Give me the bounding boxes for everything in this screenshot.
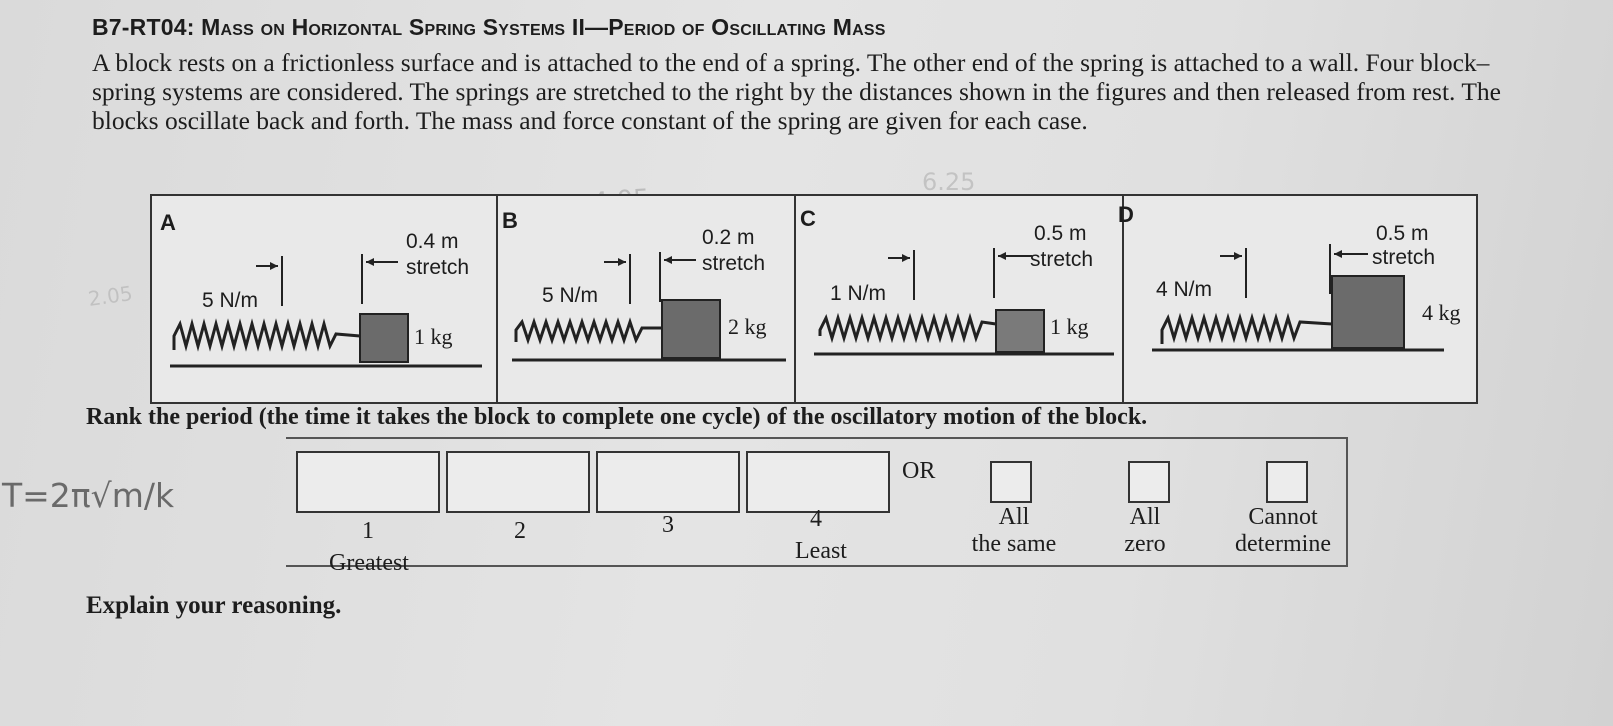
spring-constant: 5 N/m [542,284,599,307]
panel-a: A 0.4 m stretch 5 N/m 1 kg [152,196,498,402]
title-code: B7-RT04: [92,14,195,40]
cannot-line2: determine [1235,531,1331,557]
all-same-label: All the same [954,504,1074,558]
stretch-label: stretch [1030,248,1094,271]
spring-constant: 4 N/m [1156,278,1213,301]
stretch-distance: 0.5 m [1034,222,1087,245]
all-same-line2: the same [971,531,1057,557]
block-mass: 1 kg [414,324,453,349]
stretch-label: stretch [702,252,766,275]
panel-c: C 0.5 m stretch 1 N/m 1 kg [794,196,1124,402]
rank-number-2: 2 [514,518,526,544]
rank-box-2[interactable] [446,451,590,513]
ranking-answer-frame [286,437,1348,567]
handwritten-note-a: 2.05 [86,281,134,311]
panel-label: C [800,206,816,231]
spring-constant: 5 N/m [202,289,259,312]
worksheet-title: B7-RT04: Mass on Horizontal Spring Syste… [92,14,886,41]
stretch-label: stretch [406,256,470,279]
stretch-label: stretch [1372,246,1436,269]
all-zero-checkbox[interactable] [1128,461,1170,503]
panel-c-figure [814,248,1114,356]
cannot-determine-checkbox[interactable] [1266,461,1308,503]
block-spring-panels: A 0.4 m stretch 5 N/m 1 kg B 0.2 m stret… [150,194,1478,404]
block-mass: 4 kg [1422,300,1461,325]
panel-a-figure [170,254,482,368]
block-mass: 2 kg [728,314,767,339]
rank-number-3: 3 [662,512,674,538]
intro-paragraph: A block rests on a frictionless surface … [92,48,1501,135]
panel-label: B [502,208,518,233]
block-mass: 1 kg [1050,314,1089,339]
greatest-label: Greatest [329,550,409,576]
rank-box-3[interactable] [596,451,740,513]
panel-d: D 0.5 m stretch 4 N/m 4 kg [1118,196,1476,402]
rank-box-4[interactable] [746,451,890,513]
panel-label: A [160,210,176,235]
rank-number-4: 4 [810,506,822,532]
stretch-distance: 0.5 m [1376,222,1429,245]
stretch-distance: 0.4 m [406,230,459,253]
or-label: OR [902,458,936,484]
panel-d-figure [1152,244,1444,352]
title-text: Mass on Horizontal Spring Systems II—Per… [201,14,886,40]
panel-label: D [1118,202,1134,227]
stretch-distance: 0.2 m [702,226,755,249]
cannot-determine-label: Cannot determine [1218,504,1348,558]
handwritten-note-c: 6.25 [922,168,976,196]
handwritten-formula: T=2π√m/k [2,476,175,515]
rank-number-1: 1 [362,518,374,544]
spring-constant: 1 N/m [830,282,887,305]
cannot-line1: Cannot [1248,504,1318,530]
panel-b: B 0.2 m stretch 5 N/m 2 kg [496,196,796,402]
least-label: Least [795,538,847,564]
all-zero-line2: zero [1124,531,1166,557]
rank-box-1[interactable] [296,451,440,513]
all-zero-label: All zero [1100,504,1190,558]
panel-b-figure [512,252,786,362]
all-same-line1: All [998,504,1030,530]
all-same-checkbox[interactable] [990,461,1032,503]
all-zero-line1: All [1129,504,1161,530]
ranking-question: Rank the period (the time it takes the b… [86,404,1148,430]
explain-prompt: Explain your reasoning. [86,592,342,619]
